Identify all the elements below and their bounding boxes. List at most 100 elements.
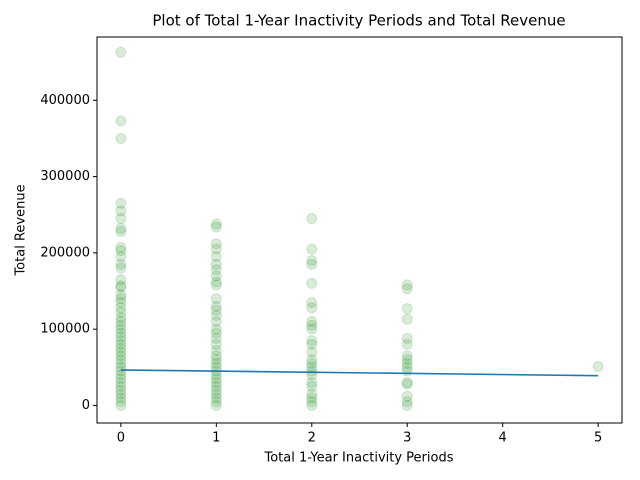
scatter-point	[210, 345, 222, 357]
scatter-point	[115, 222, 127, 234]
scatter-point	[306, 392, 318, 404]
scatter-point	[210, 373, 222, 385]
scatter-point	[115, 373, 127, 385]
scatter-point	[401, 313, 413, 325]
scatter-point	[210, 384, 222, 396]
scatter-point	[306, 335, 318, 347]
scatter-point	[210, 338, 222, 350]
scatter-point	[115, 115, 127, 127]
scatter-point	[115, 327, 127, 339]
scatter-point	[210, 392, 222, 404]
scatter-point	[210, 361, 222, 373]
scatter-point	[306, 377, 318, 389]
scatter-point	[210, 327, 222, 339]
scatter-point	[210, 399, 222, 411]
scatter-point	[401, 399, 413, 411]
scatter-point	[115, 226, 127, 238]
scatter-point	[210, 380, 222, 392]
scatter-point	[210, 218, 222, 230]
scatter-point	[210, 276, 222, 288]
scatter-point	[115, 392, 127, 404]
scatter-point	[115, 396, 127, 408]
scatter-point	[115, 338, 127, 350]
scatter-point	[115, 342, 127, 354]
scatter-point	[115, 384, 127, 396]
scatter-point	[115, 323, 127, 335]
scatter-point	[401, 354, 413, 366]
scatter-point	[115, 242, 127, 254]
scatter-point	[306, 255, 318, 267]
scatter-point	[306, 354, 318, 366]
scatter-point	[115, 213, 127, 225]
scatter-point	[115, 302, 127, 314]
y-tick-label: 100000	[40, 322, 90, 337]
scatter-point	[115, 316, 127, 328]
scatter-point	[115, 245, 127, 257]
scatter-point	[115, 258, 127, 270]
scatter-point	[306, 346, 318, 358]
scatter-point	[210, 264, 222, 276]
scatter-point	[115, 331, 127, 343]
scatter-point	[210, 332, 222, 344]
scatter-point	[401, 378, 413, 390]
y-tick-label: 400000	[40, 93, 90, 108]
scatter-point	[210, 270, 222, 282]
scatter-point	[115, 274, 127, 286]
x-tick-label: 3	[403, 431, 411, 446]
scatter-point	[306, 396, 318, 408]
scatter-point	[210, 251, 222, 263]
scatter-point	[115, 365, 127, 377]
scatter-point	[115, 399, 127, 411]
scatter-point	[115, 357, 127, 369]
scatter-point	[306, 296, 318, 308]
y-tick-label: 0	[82, 398, 90, 413]
scatter-point	[401, 365, 413, 377]
x-tick-label: 1	[212, 431, 220, 446]
scatter-point	[210, 221, 222, 233]
plot-frame	[96, 36, 623, 424]
scatter-point	[401, 396, 413, 408]
scatter-point	[115, 289, 127, 301]
scatter-point	[115, 346, 127, 358]
scatter-point	[306, 399, 318, 411]
scatter-point	[210, 258, 222, 270]
scatter-point	[401, 338, 413, 350]
scatter-point	[306, 243, 318, 255]
scatter-point	[401, 357, 413, 369]
scatter-point	[306, 380, 318, 392]
scatter-point	[210, 243, 222, 255]
x-tick-label: 4	[499, 431, 507, 446]
scatter-point	[401, 303, 413, 315]
scatter-point	[210, 377, 222, 389]
y-tick-label: 300000	[40, 169, 90, 184]
scatter-point	[115, 205, 127, 217]
scatter-point	[306, 277, 318, 289]
scatter-point	[401, 361, 413, 373]
x-tick-label: 5	[594, 431, 602, 446]
scatter-point	[210, 316, 222, 328]
scatter-point	[306, 258, 318, 270]
scatter-point	[115, 380, 127, 392]
scatter-point	[592, 361, 604, 373]
scatter-point	[115, 319, 127, 331]
scatter-point	[401, 279, 413, 291]
x-tick-label: 2	[308, 431, 316, 446]
scatter-point	[115, 197, 127, 209]
scatter-point	[210, 369, 222, 381]
scatter-point	[401, 350, 413, 362]
fit-line	[120, 369, 599, 377]
scatter-point	[115, 251, 127, 263]
scatter-point	[115, 388, 127, 400]
scatter-point	[401, 390, 413, 402]
scatter-point	[210, 357, 222, 369]
scatter-point	[115, 280, 127, 292]
scatter-point	[115, 262, 127, 274]
x-axis-label: Total 1-Year Inactivity Periods	[263, 451, 453, 466]
scatter-point	[115, 296, 127, 308]
scatter-point	[306, 302, 318, 314]
scatter-point	[306, 338, 318, 350]
scatter-point	[401, 332, 413, 344]
scatter-point	[115, 377, 127, 389]
scatter-point	[115, 46, 127, 58]
